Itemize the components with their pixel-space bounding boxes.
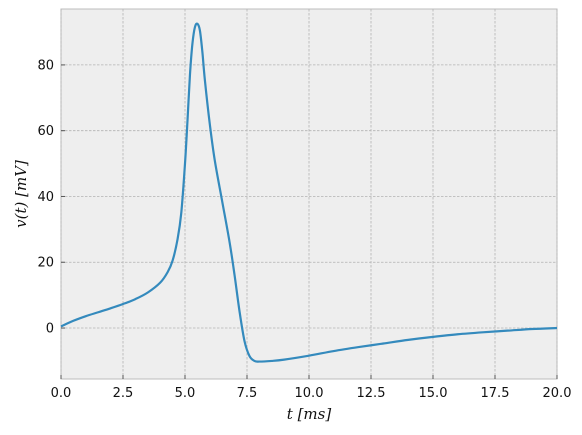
y-tick-label: 80: [37, 58, 54, 73]
y-tick-label: 60: [37, 124, 54, 139]
x-axis-label: t [ms]: [287, 405, 332, 423]
x-tick-label: 7.5: [237, 386, 258, 401]
y-tick-label: 40: [37, 190, 54, 205]
x-tick-label: 20.0: [543, 386, 572, 401]
y-tick-label: 0: [46, 322, 54, 337]
x-axis-ticks: 0.0 2.5 5.0 7.5 10.0 12.5 15.0 17.5 20.0: [51, 375, 572, 401]
y-axis-ticks: 0 20 40 60 80: [37, 58, 65, 337]
x-tick-label: 12.5: [357, 386, 386, 401]
x-tick-label: 5.0: [175, 386, 196, 401]
y-axis-label: v(t) [mV]: [12, 160, 30, 228]
y-tick-label: 20: [37, 256, 54, 271]
x-tick-label: 2.5: [113, 386, 134, 401]
x-tick-label: 10.0: [295, 386, 324, 401]
voltage-series-line: [60, 22, 558, 363]
x-tick-label: 0.0: [51, 386, 72, 401]
series-layer: [60, 22, 558, 363]
x-tick-label: 17.5: [481, 386, 510, 401]
x-tick-label: 15.0: [419, 386, 448, 401]
grid-lines: [60, 9, 558, 379]
